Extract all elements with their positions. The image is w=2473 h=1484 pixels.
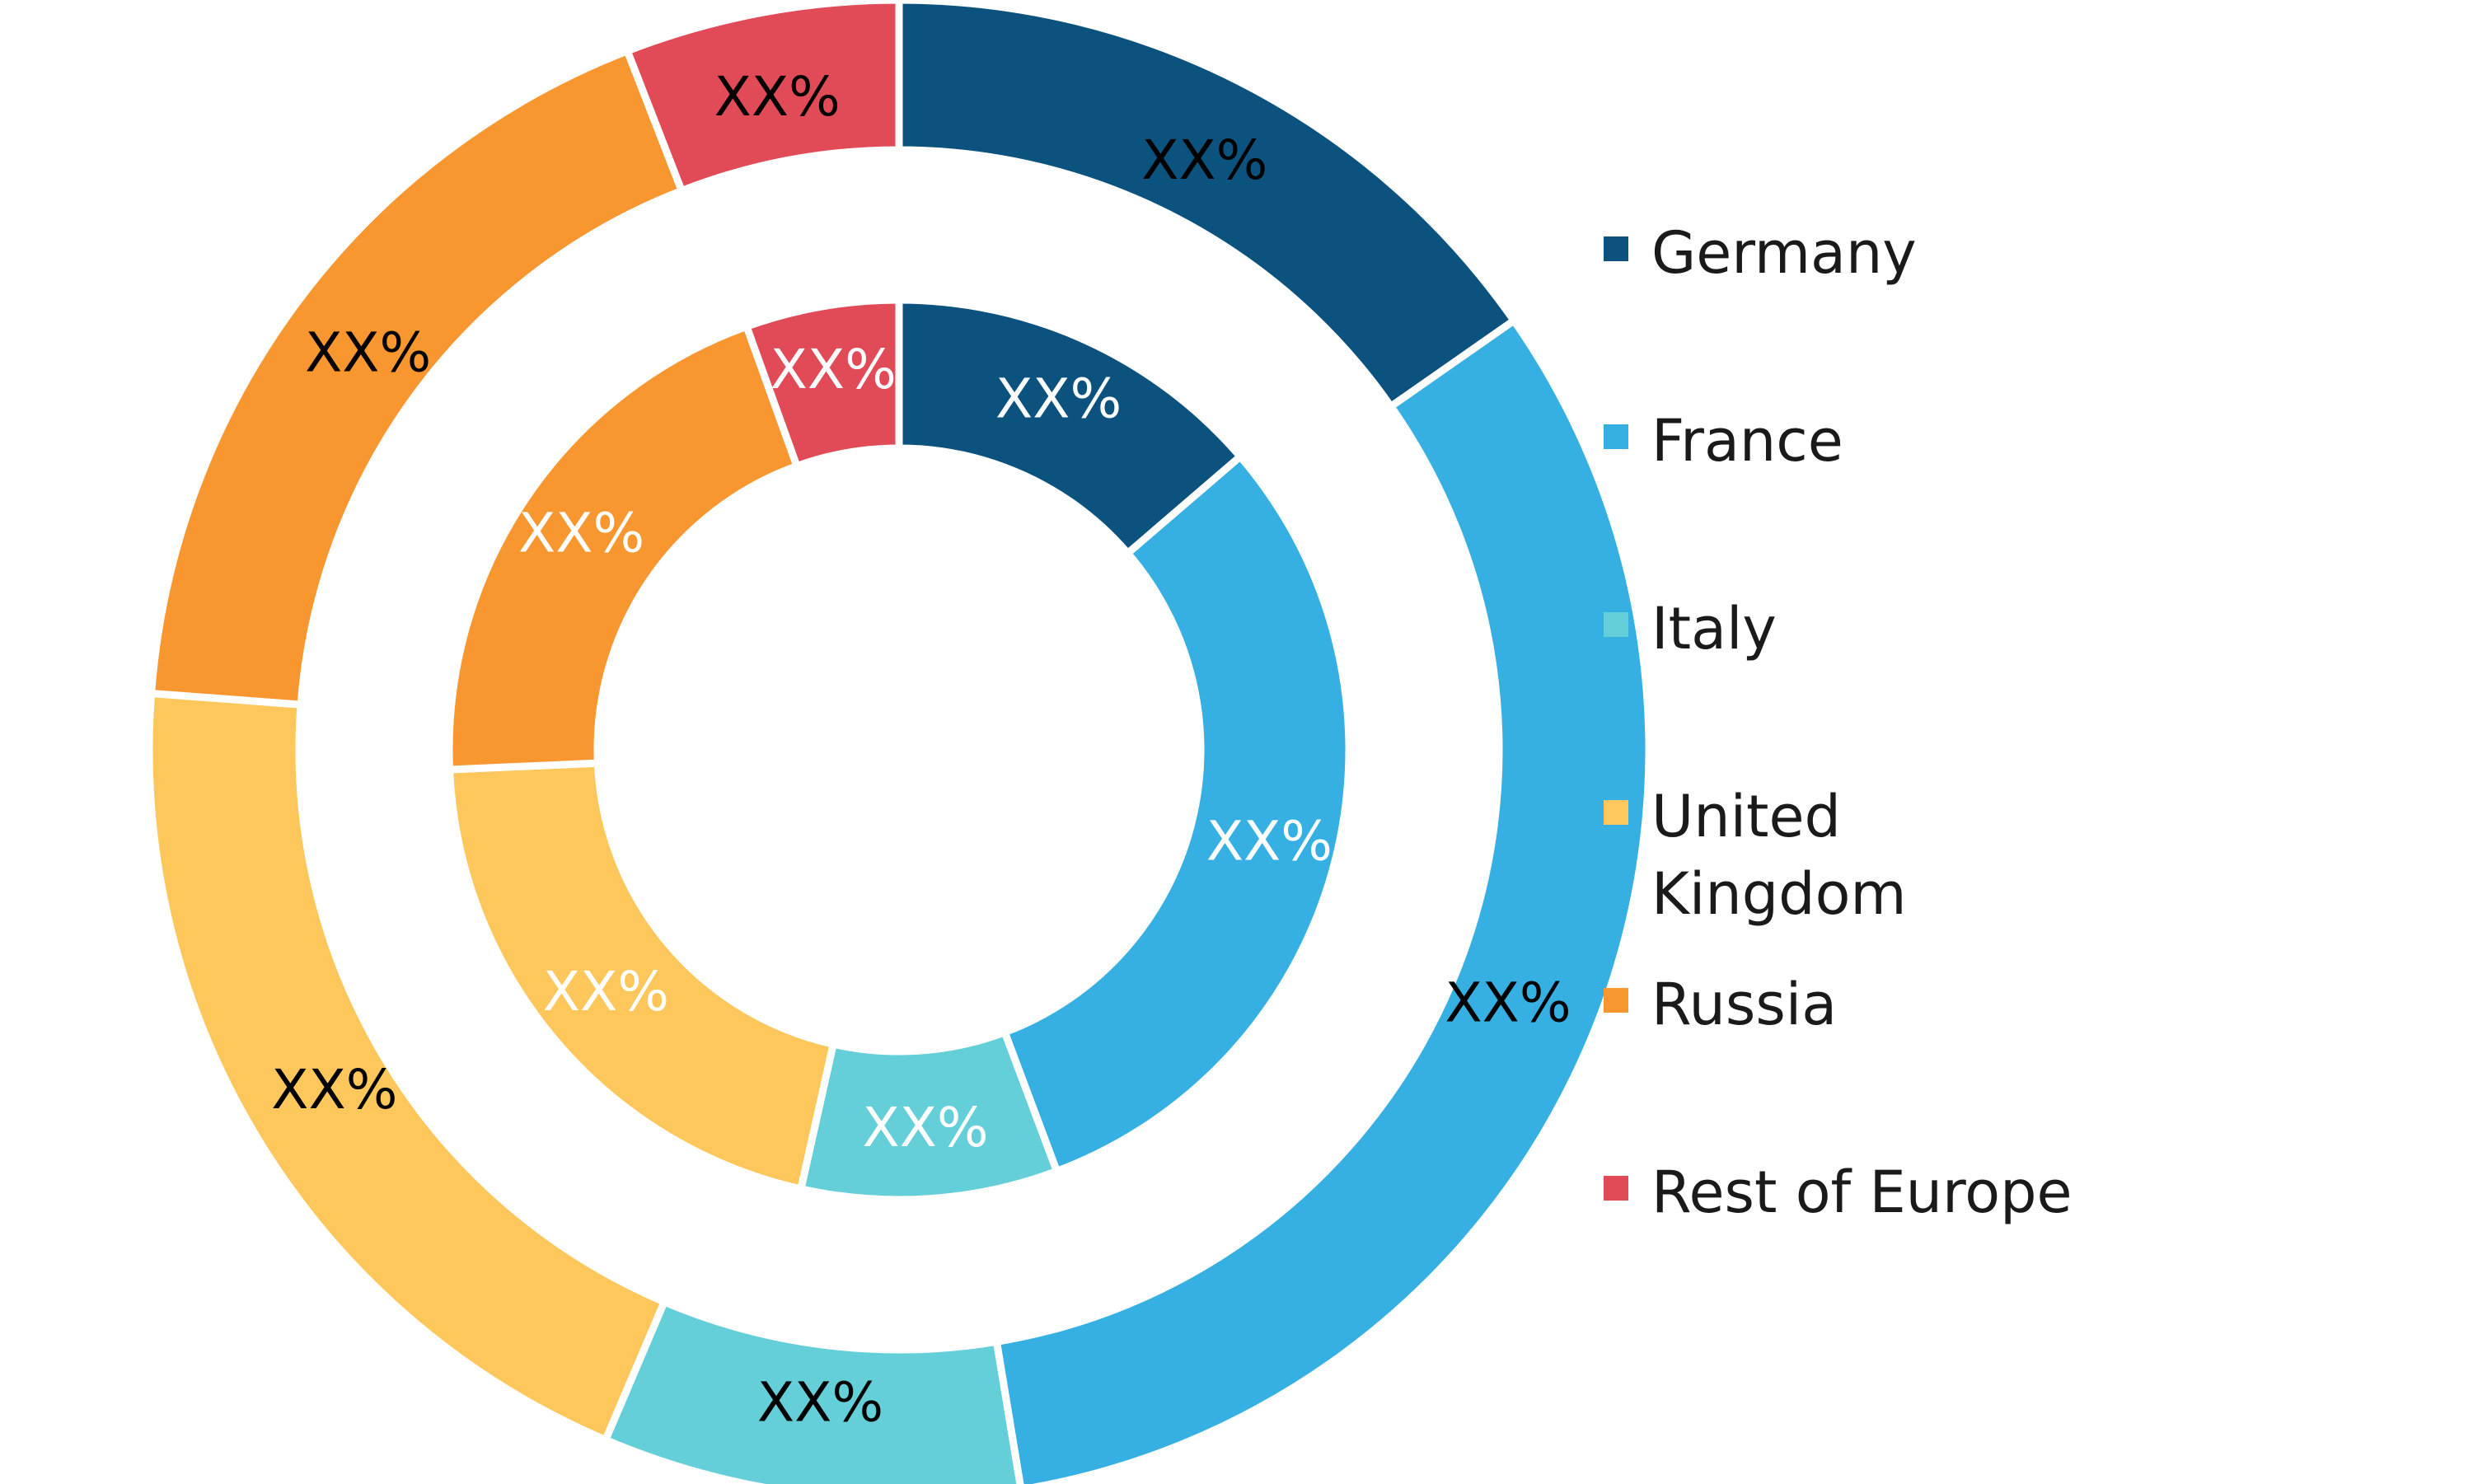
inner-label-france: XX% [1206, 809, 1333, 873]
inner-slice-united-kingdom[interactable] [445, 759, 838, 1194]
outer-ring [145, 0, 1653, 1484]
legend-label-germany: Germany [1651, 219, 1917, 287]
inner-label-russia: XX% [518, 502, 644, 565]
inner-label-germany: XX% [995, 367, 1122, 430]
legend-swatch-italy [1604, 612, 1628, 637]
legend-item-italy[interactable]: Italy [1604, 590, 2080, 667]
legend-swatch-germany [1604, 236, 1628, 261]
outer-label-france: XX% [1445, 971, 1571, 1035]
inner-label-rest-of-europe: XX% [770, 338, 897, 401]
legend-label-france: France [1651, 407, 1843, 475]
inner-slice-russia[interactable] [445, 321, 802, 774]
outer-slice-france[interactable] [992, 315, 1653, 1484]
inner-slice-germany[interactable] [895, 296, 1246, 559]
legend-swatch-rest-of-europe [1604, 1176, 1628, 1201]
inner-label-united-kingdom: XX% [543, 960, 669, 1023]
outer-slice-rest-of-europe[interactable] [622, 0, 903, 196]
legend-swatch-russia [1604, 988, 1628, 1013]
inner-slice-france[interactable] [1000, 451, 1353, 1177]
legend-item-germany[interactable]: Germany [1604, 214, 2080, 292]
outer-ring-labels: XX% XX% XX% XX% XX% XX% [271, 65, 1571, 1435]
legend-item-russia[interactable]: Russia [1604, 966, 2080, 1043]
legend-label-rest-of-europe: Rest of Europe [1651, 1159, 2073, 1226]
legend-swatch-france [1604, 424, 1628, 449]
outer-label-rest-of-europe: XX% [714, 65, 841, 129]
legend-label-united-kingdom: United Kingdom [1651, 783, 1907, 928]
legend-item-rest-of-europe[interactable]: Rest of Europe [1604, 1154, 2080, 1231]
outer-label-united-kingdom: XX% [271, 1058, 397, 1121]
legend-label-italy: Italy [1651, 595, 1777, 662]
inner-slice-rest-of-europe[interactable] [742, 296, 903, 471]
legend-swatch-united-kingdom [1604, 800, 1628, 825]
legend-item-france[interactable]: France [1604, 402, 2080, 480]
outer-slice-united-kingdom[interactable] [145, 689, 669, 1445]
outer-label-italy: XX% [757, 1370, 883, 1434]
outer-label-germany: XX% [1141, 129, 1267, 192]
outer-label-russia: XX% [305, 321, 431, 385]
legend-label-russia: Russia [1651, 971, 1838, 1038]
inner-ring [445, 296, 1353, 1204]
inner-ring-labels: XX% XX% XX% XX% XX% XX% [518, 338, 1333, 1159]
legend-item-united-kingdom[interactable]: United Kingdom [1604, 778, 2080, 933]
inner-label-italy: XX% [862, 1096, 988, 1159]
